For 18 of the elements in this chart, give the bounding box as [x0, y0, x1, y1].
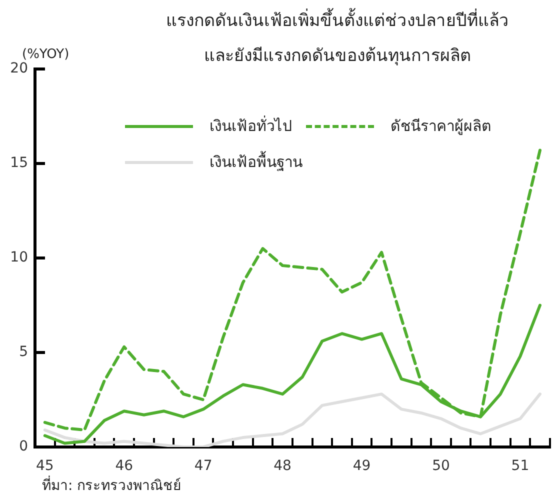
- y-tick-label: 5: [19, 344, 28, 360]
- y-tick-label: 0: [19, 438, 28, 455]
- y-tick-label: 10: [10, 250, 28, 266]
- legend-label: ดัชนีราคาผู้ผลิต: [390, 116, 492, 137]
- x-tick-label: 47: [194, 458, 212, 474]
- y-tick-label: 15: [10, 155, 28, 172]
- legend-label: เงินเฟ้อพื้นฐาน: [209, 150, 302, 173]
- y-axis-title: (%YOY): [22, 47, 70, 62]
- y-tick-label: 20: [10, 60, 28, 77]
- x-tick-label: 46: [115, 458, 134, 474]
- legend-label: เงินเฟ้อทั่วไป: [209, 114, 292, 137]
- x-tick-label: 48: [274, 458, 292, 474]
- x-tick-label: 51: [511, 458, 530, 474]
- x-tick-label: 49: [352, 458, 371, 474]
- x-tick-label: 45: [36, 458, 54, 474]
- x-tick-label: 50: [432, 458, 450, 474]
- text: ที่มา: กระทรวงพาณิชย์: [42, 474, 182, 496]
- chart-title: แรงกดดันเงินเฟ้อเพิ่มขึ้นตั้งแต่ช่วงปลายปีที่แล้ว และยังมีแรงกดดันของต้นทุนการผลิต: [165, 7, 510, 68]
